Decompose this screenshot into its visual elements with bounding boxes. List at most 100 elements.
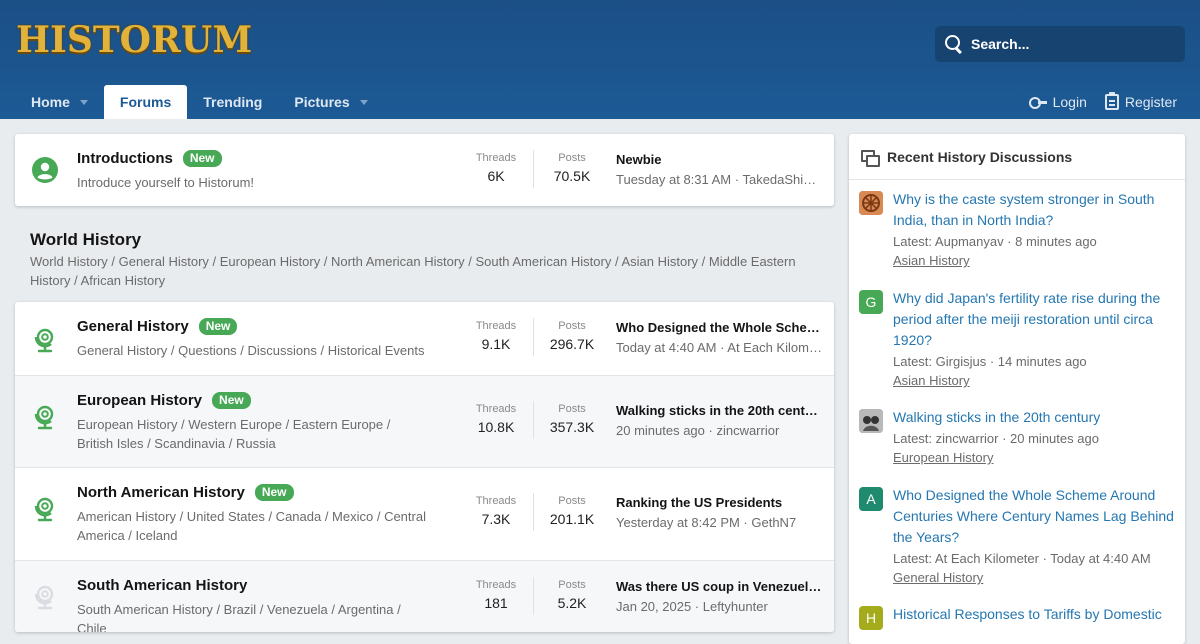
threads-count: 7.3K: [481, 511, 511, 527]
main-nav: Home Forums Trending Pictures: [15, 85, 384, 119]
discussion-title[interactable]: Who Designed the Whole Scheme Around Cen…: [893, 487, 1174, 545]
category-subforums[interactable]: World History / General History / Europe…: [30, 254, 796, 288]
node-description[interactable]: American History / United States / Canad…: [77, 509, 426, 543]
posts-count: 201.1K: [549, 511, 595, 527]
category-title[interactable]: World History: [30, 230, 142, 249]
login-label: Login: [1052, 94, 1087, 110]
node-title[interactable]: European History New: [77, 392, 429, 409]
node-title[interactable]: General History New: [77, 318, 429, 335]
node-body: North American History New American Hist…: [77, 484, 429, 545]
posts-stat: Posts 70.5K: [541, 152, 603, 184]
last-post-meta[interactable]: Tuesday at 8:31 AM · TakedaShingen: [616, 172, 822, 187]
threads-label: Threads: [475, 579, 517, 591]
discussion-title[interactable]: Why is the caste system stronger in Sout…: [893, 191, 1155, 228]
last-post-meta[interactable]: Jan 20, 2025 · Leftyhunter: [616, 599, 768, 614]
tab-pictures-label: Pictures: [294, 94, 350, 110]
wheel-avatar-icon: [859, 191, 883, 215]
posts-stat: Posts 296.7K: [541, 320, 603, 352]
tab-home-label: Home: [31, 94, 70, 110]
last-post-meta[interactable]: Yesterday at 8:42 PM · GethN7: [616, 515, 797, 530]
node-description[interactable]: European History / Western Europe / East…: [77, 417, 391, 451]
posts-label: Posts: [558, 403, 586, 415]
chevron-down-icon[interactable]: [79, 99, 88, 105]
posts-count: 5.2K: [557, 595, 587, 611]
discussion-forum-link[interactable]: European History: [893, 450, 994, 465]
widget-header: Recent History Discussions: [849, 134, 1185, 180]
last-post-title[interactable]: Who Designed the Whole Scheme Around Cen…: [616, 320, 822, 335]
threads-label: Threads: [475, 403, 517, 415]
category-header: World History World History / General Hi…: [15, 230, 834, 302]
last-post-title[interactable]: Was there US coup in Venezuela?: [616, 579, 822, 594]
forum-node-north-american-history: North American History New American Hist…: [15, 467, 834, 560]
login-link[interactable]: Login: [1028, 94, 1087, 110]
forum-node-european-history: European History New European History / …: [15, 375, 834, 467]
widget-title: Recent History Discussions: [887, 148, 1073, 165]
avatar[interactable]: G: [859, 290, 883, 314]
node-title-text: South American History: [77, 577, 248, 594]
node-description[interactable]: South American History / Brazil / Venezu…: [77, 602, 401, 632]
chevron-down-icon[interactable]: [359, 99, 368, 105]
tab-home[interactable]: Home: [15, 85, 104, 119]
forum-list: Introductions New Introduce yourself to …: [15, 134, 834, 632]
node-title[interactable]: North American History New: [77, 484, 429, 501]
search-icon: [945, 35, 963, 53]
discussion-forum-link[interactable]: Asian History: [893, 373, 970, 388]
last-post-meta[interactable]: 20 minutes ago · zincwarrior: [616, 423, 780, 438]
recent-discussions-widget: Recent History Discussions Why is the ca…: [849, 134, 1185, 644]
search-placeholder: Search...: [971, 36, 1030, 52]
new-badge: New: [182, 150, 222, 167]
posts-label: Posts: [558, 320, 586, 332]
last-post-title[interactable]: Walking sticks in the 20th century: [616, 403, 822, 418]
stat-divider: [533, 150, 534, 188]
node-title-text: General History: [77, 318, 189, 335]
discussion-meta[interactable]: Latest: At Each Kilometer · Today at 4:4…: [893, 551, 1151, 566]
discussion-forum-link[interactable]: General History: [893, 570, 984, 585]
avatar[interactable]: H: [859, 606, 883, 630]
node-body: South American History South American Hi…: [77, 577, 429, 632]
tab-pictures[interactable]: Pictures: [278, 85, 383, 119]
forum-node-south-american-history: South American History South American Hi…: [15, 560, 834, 632]
node-description: Introduce yourself to Historum!: [77, 175, 255, 190]
discussion-title[interactable]: Historical Responses to Tariffs by Domes…: [893, 606, 1162, 622]
posts-label: Posts: [558, 152, 586, 164]
node-title-text: European History: [77, 392, 203, 409]
discussion-body: Why is the caste system stronger in Sout…: [893, 189, 1179, 270]
avatar[interactable]: A: [859, 487, 883, 511]
node-title-text: Introductions: [77, 150, 173, 167]
new-badge: New: [212, 392, 251, 409]
node-title[interactable]: Introductions New: [77, 150, 429, 167]
last-post-meta[interactable]: Today at 4:40 AM · At Each Kilometer: [616, 340, 822, 355]
world-history-card: General History New General History / Qu…: [15, 302, 834, 632]
last-post-title[interactable]: Ranking the US Presidents: [616, 495, 783, 510]
node-body: European History New European History / …: [77, 392, 429, 453]
forum-node-introductions: Introductions New Introduce yourself to …: [15, 134, 834, 206]
tab-trending[interactable]: Trending: [187, 85, 278, 119]
discussion-title[interactable]: Walking sticks in the 20th century: [893, 409, 1101, 425]
avatar[interactable]: [859, 191, 883, 215]
register-label: Register: [1124, 94, 1177, 110]
discussion-meta[interactable]: Latest: Girgisjus · 14 minutes ago: [893, 354, 1087, 369]
register-link[interactable]: Register: [1104, 92, 1177, 110]
search-box[interactable]: Search...: [935, 26, 1185, 62]
node-title[interactable]: South American History: [77, 577, 429, 594]
discussion-title[interactable]: Why did Japan's fertility rate rise duri…: [893, 290, 1161, 348]
threads-label: Threads: [475, 495, 517, 507]
last-post-title[interactable]: Newbie: [616, 152, 662, 167]
forum-node-general-history: General History New General History / Qu…: [15, 302, 834, 375]
last-post: Was there US coup in Venezuela? Jan 20, …: [616, 579, 822, 614]
avatar[interactable]: [859, 409, 883, 433]
globe-icon: [34, 405, 54, 430]
discussion-meta[interactable]: Latest: zincwarrior · 20 minutes ago: [893, 431, 1099, 446]
tab-forums-label: Forums: [119, 94, 172, 110]
last-post: Walking sticks in the 20th century 20 mi…: [616, 403, 822, 438]
node-title-text: North American History: [77, 484, 245, 501]
stat-divider: [533, 318, 534, 356]
photo-avatar-icon: [859, 409, 883, 433]
discussion-forum-link[interactable]: Asian History: [893, 253, 970, 268]
tab-forums[interactable]: Forums: [103, 85, 188, 119]
posts-stat: Posts 201.1K: [541, 495, 603, 527]
node-description[interactable]: General History / Questions / Discussion…: [77, 343, 425, 358]
site-logo[interactable]: HISTORUM: [16, 19, 253, 61]
posts-label: Posts: [558, 579, 586, 591]
discussion-meta[interactable]: Latest: Aupmanyav · 8 minutes ago: [893, 234, 1097, 249]
